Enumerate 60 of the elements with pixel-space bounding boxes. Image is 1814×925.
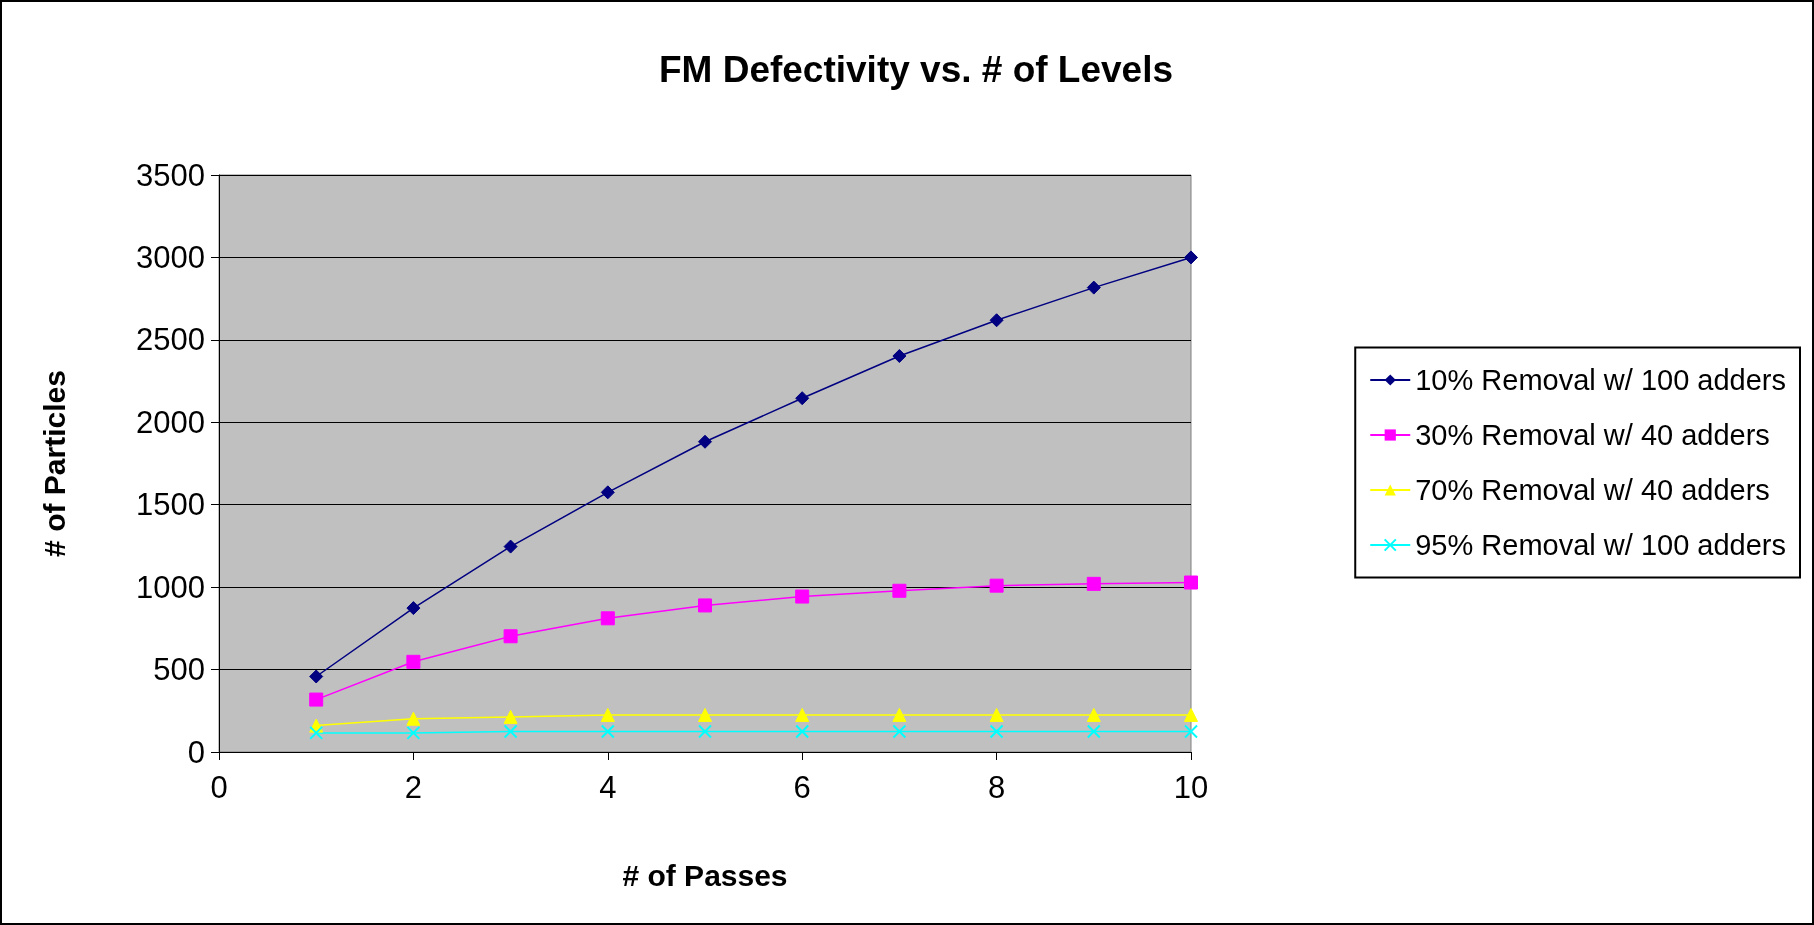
y-axis-title: # of Particles (37, 370, 71, 557)
point (892, 349, 907, 364)
point (406, 711, 421, 726)
point (406, 725, 421, 740)
point (600, 485, 615, 500)
x-tick-label: 8 (987, 770, 1006, 805)
y-tick-label: 3500 (136, 157, 205, 193)
y-tick-label: 2500 (136, 322, 205, 358)
point (600, 724, 615, 739)
x-tick-label: 4 (599, 770, 617, 805)
point (989, 313, 1004, 328)
point (795, 724, 810, 739)
point (1184, 575, 1198, 590)
point (698, 434, 712, 449)
point (989, 724, 1004, 739)
point (698, 598, 712, 613)
legend-label: 95% Removal w/ 100 adders (1415, 529, 1787, 561)
legend-label: 70% Removal w/ 40 adders (1415, 474, 1770, 506)
point (892, 724, 907, 739)
point (795, 391, 810, 406)
x-tick-label: 10 (1173, 770, 1209, 805)
point (600, 611, 615, 626)
point (1086, 724, 1101, 739)
point (892, 583, 907, 598)
point (1184, 250, 1198, 265)
x-tick-label: 6 (793, 770, 811, 805)
y-tick-label: 500 (153, 652, 205, 688)
point (309, 669, 324, 684)
chart-title: FM Defectivity vs. # of Levels (658, 49, 1174, 90)
point (1184, 724, 1198, 739)
point (698, 707, 712, 722)
point (503, 724, 518, 739)
point (795, 707, 810, 722)
y-tick-label: 0 (187, 734, 205, 770)
point (989, 707, 1004, 722)
point (989, 578, 1004, 593)
x-tick-label: 2 (404, 770, 423, 805)
point (503, 629, 518, 644)
point (600, 707, 615, 722)
point (1086, 576, 1101, 591)
point (406, 654, 421, 669)
y-tick-label: 1500 (136, 487, 205, 523)
point (892, 707, 907, 722)
point (503, 539, 518, 554)
point (795, 589, 810, 604)
legend-label: 30% Removal w/ 40 adders (1415, 419, 1770, 451)
legend-label: 10% Removal w/ 100 adders (1415, 364, 1787, 396)
y-tick-label: 3000 (136, 239, 205, 275)
point (503, 709, 518, 724)
point (698, 724, 712, 739)
point (1086, 280, 1101, 295)
y-tick-label: 1000 (136, 569, 205, 605)
point (309, 692, 324, 707)
point (309, 725, 324, 740)
x-tick-label: 0 (210, 770, 228, 805)
y-tick-label: 2000 (136, 404, 205, 440)
point (406, 601, 421, 616)
x-axis-title: # of Passes (622, 858, 788, 892)
point (1184, 707, 1198, 722)
point (1086, 707, 1101, 722)
